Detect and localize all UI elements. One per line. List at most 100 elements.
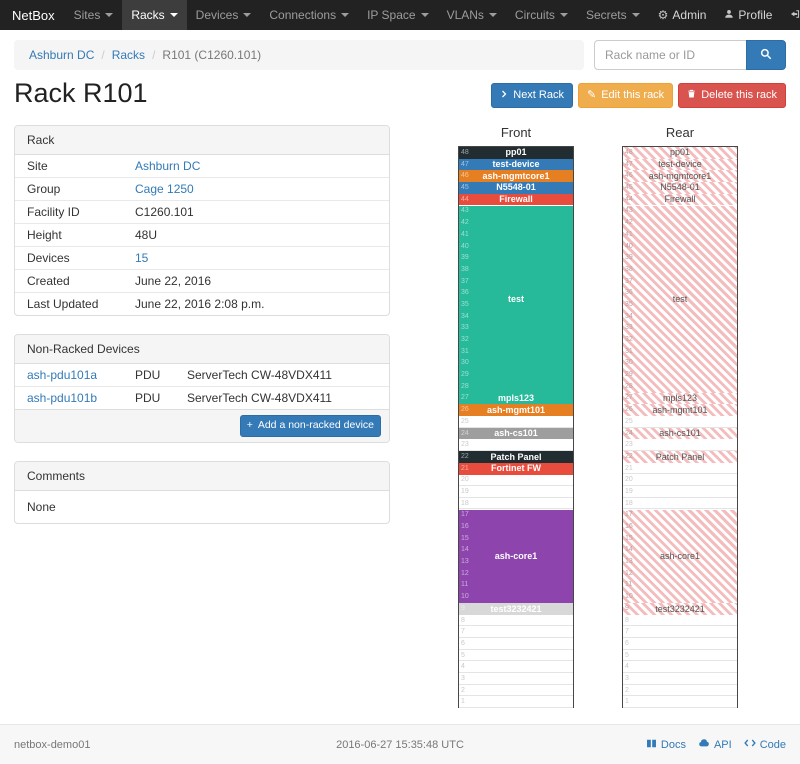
nav-profile-label: Profile	[738, 8, 773, 22]
attr-value[interactable]: Cage 1250	[135, 182, 194, 196]
attr-row: Group Cage 1250	[15, 177, 389, 201]
rack-device[interactable]: pp01	[623, 147, 737, 159]
unit-number: 20	[461, 476, 469, 484]
rack-device[interactable]: ash-core1	[623, 509, 737, 604]
rack-device[interactable]: Patch Panel	[459, 451, 573, 463]
attr-value[interactable]: 15	[135, 251, 149, 265]
rack-device[interactable]: ash-mgmt101	[623, 404, 737, 417]
rack-unit: 25	[459, 416, 573, 428]
rack-device-label: ash-core1	[494, 550, 538, 561]
rack-device[interactable]: Fortinet FW	[459, 462, 573, 475]
api-label: API	[713, 738, 732, 751]
next-rack-label: Next Rack	[513, 89, 564, 101]
unit-number: 2	[461, 686, 465, 694]
nav-admin[interactable]: ⚙ Admin	[649, 0, 716, 30]
device-model: ServerTech CW-48VDX411	[187, 368, 332, 382]
attr-value[interactable]: Ashburn DC	[135, 159, 201, 173]
nav-item-racks[interactable]: Racks	[122, 0, 187, 30]
rack-device[interactable]: test-device	[459, 158, 573, 171]
nav-admin-label: Admin	[672, 8, 707, 22]
code-link[interactable]: Code	[743, 737, 786, 752]
delete-rack-button[interactable]: Delete this rack	[678, 83, 786, 108]
rack-device[interactable]: test-device	[623, 158, 737, 171]
rack-device-label: test-device	[658, 159, 702, 170]
rack-device[interactable]: ash-core1	[459, 509, 573, 604]
add-nonracked-device-button[interactable]: + Add a non-racked device	[239, 415, 381, 437]
nav-item-devices[interactable]: Devices	[187, 0, 261, 30]
rack-rear: 48 47 46 45 44 43 42 41 40 39 38 37 36 35 34 33 32 31 30 29…	[622, 146, 738, 708]
nav-item-connections[interactable]: Connections	[260, 0, 358, 30]
attr-label: Site	[27, 159, 48, 173]
unit-number: 1	[461, 698, 465, 706]
unit-number: 7	[625, 628, 629, 636]
attr-label: Group	[15, 177, 123, 201]
brand-link[interactable]: NetBox	[12, 7, 55, 23]
rack-device[interactable]: ash-cs101	[459, 427, 573, 440]
rack-unit: 2	[623, 685, 737, 697]
attr-row: Created June 22, 2016	[15, 269, 389, 293]
rack-device[interactable]: Patch Panel	[623, 451, 737, 463]
device-link[interactable]: ash-pdu101a	[27, 368, 98, 382]
attr-value: June 22, 2016 2:08 p.m.	[135, 297, 265, 311]
attr-value: 48U	[135, 228, 158, 242]
rack-device[interactable]: ash-mgmtcore1	[623, 170, 737, 183]
nav-item-circuits[interactable]: Circuits	[506, 0, 577, 30]
pencil-icon: ✎	[587, 89, 597, 101]
caret-down-icon	[243, 13, 252, 17]
rack-unit: 20	[623, 474, 737, 486]
attr-row: Last Updated June 22, 2016 2:08 p.m.	[15, 292, 389, 315]
search-input[interactable]	[594, 40, 746, 70]
nonracked-body: ash-pdu101a PDU ServerTech CW-48VDX411 ash-…	[15, 364, 389, 409]
rack-device[interactable]: Firewall	[459, 193, 573, 206]
edit-rack-label: Edit this rack	[601, 89, 665, 101]
nav-profile[interactable]: Profile	[715, 0, 781, 30]
breadcrumb-item[interactable]: Racks	[111, 48, 146, 62]
nav-item-ip-space[interactable]: IP Space	[358, 0, 437, 30]
rack-unit: 2	[459, 685, 573, 697]
nav-item-sites[interactable]: Sites	[65, 0, 123, 30]
rack-device[interactable]: ash-cs101	[623, 427, 737, 440]
rack-device[interactable]: test	[623, 205, 737, 393]
nav-logout[interactable]: Log out	[781, 0, 800, 30]
unit-number: 19	[625, 487, 633, 495]
docs-link[interactable]: Docs	[646, 737, 686, 752]
rack-device-label: test	[672, 293, 688, 304]
front-title: Front	[500, 125, 532, 140]
rack-device-label: ash-mgmtcore1	[648, 170, 712, 181]
rack-device[interactable]: mpls123	[459, 392, 573, 405]
rack-device[interactable]: ash-mgmtcore1	[459, 170, 573, 183]
breadcrumb-separator: /	[152, 48, 156, 62]
rack-device[interactable]: test3232421	[623, 603, 737, 615]
nonracked-panel: Non-Racked Devices ash-pdu101a PDU ServerT…	[14, 334, 390, 443]
rack-device[interactable]: N5548-01	[459, 182, 573, 194]
comments-panel: Comments None	[14, 460, 390, 524]
rack-device-label: ash-cs101	[494, 428, 538, 439]
device-link[interactable]: ash-pdu101b	[27, 391, 98, 405]
rack-unit: 21	[623, 463, 737, 475]
user-icon	[724, 8, 734, 22]
unit-number: 25	[461, 417, 469, 425]
rack-device[interactable]: pp01	[459, 147, 573, 159]
comments-panel-title: Comments	[15, 461, 389, 491]
api-link[interactable]: API	[698, 737, 732, 752]
rack-device-label: Firewall	[499, 194, 533, 205]
rack-panel-title: Rack	[15, 126, 389, 155]
rack-unit: 18	[623, 498, 737, 510]
rack-unit: 4	[459, 661, 573, 673]
rack-unit: 7	[459, 626, 573, 638]
rack-device[interactable]: ash-mgmt101	[459, 404, 573, 417]
breadcrumb-item[interactable]: Ashburn DC	[29, 48, 95, 62]
rack-device[interactable]: Firewall	[623, 193, 737, 206]
rack-device[interactable]: test3232421	[459, 603, 573, 615]
search-button[interactable]	[746, 40, 786, 70]
next-rack-button[interactable]: Next Rack	[491, 83, 573, 108]
nonracked-footer: + Add a non-racked device	[15, 409, 389, 442]
nav-item-secrets[interactable]: Secrets	[577, 0, 649, 30]
rack-device[interactable]: N5548-01	[623, 182, 737, 194]
add-nonracked-label: Add a non-racked device	[257, 419, 374, 431]
nav-item-vlans[interactable]: VLANs	[438, 0, 506, 30]
rack-front: 48 47 46 45 44 43 42 41 40 39 38 37 36 35 34 33 32 31 30 29…	[458, 146, 574, 708]
edit-rack-button[interactable]: ✎ Edit this rack	[578, 83, 674, 108]
rack-device[interactable]: test	[459, 205, 573, 393]
rack-device[interactable]: mpls123	[623, 392, 737, 405]
